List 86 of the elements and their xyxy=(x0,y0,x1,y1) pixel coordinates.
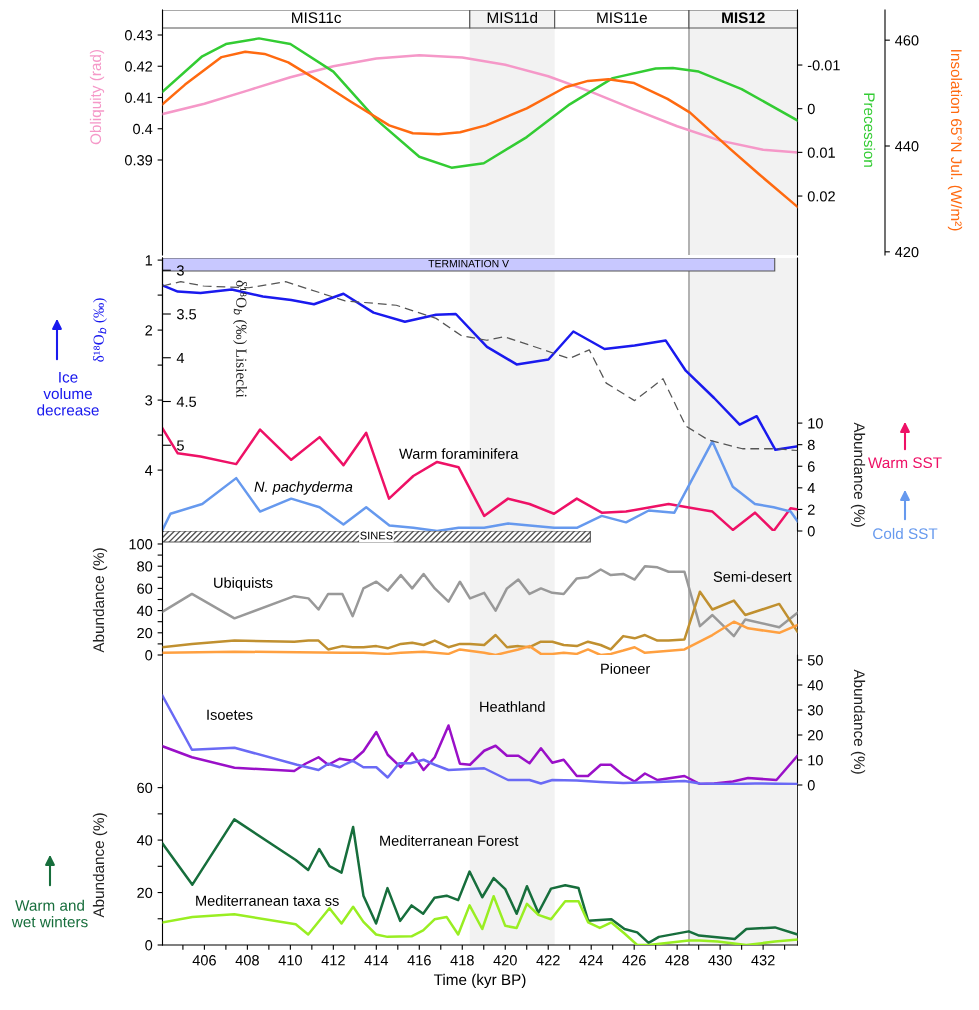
x-tick-label: 418 xyxy=(450,955,474,966)
y-tick-label: 100 xyxy=(129,539,153,550)
y3-tick-label: 3 xyxy=(176,265,184,276)
band-label: MIS11c xyxy=(292,12,342,24)
y-tick-label: 0 xyxy=(145,940,153,951)
y2-tick-label: 4 xyxy=(807,483,815,494)
y-tick-label: 40 xyxy=(136,605,153,617)
text: Warm and wet winters xyxy=(11,899,88,928)
band-label: SINES xyxy=(360,531,393,540)
y-tick-label: 4 xyxy=(145,465,153,476)
band-label: MIS11e xyxy=(597,12,647,24)
band-label: MIS11d xyxy=(487,11,538,24)
y2-tick-label: 6 xyxy=(807,461,815,472)
text: Heathland xyxy=(480,701,545,712)
series-label: Mediterranean Forest xyxy=(380,835,519,846)
y2-tick-label: 10 xyxy=(808,755,823,766)
series-label: Pioneer xyxy=(601,663,651,674)
y-tick-label: 0.4 xyxy=(133,123,153,135)
y-tick-label: 80 xyxy=(137,561,153,572)
y2-axis-title: Abundance (%) xyxy=(850,669,866,774)
series-label: Ubiquists xyxy=(214,577,273,591)
y-axis-title: δ¹⁸O$_{b}$ (‰) xyxy=(92,298,107,362)
y-tick-label: 0.39 xyxy=(124,155,153,166)
band-label: MIS12 xyxy=(722,12,765,24)
y-axis-title: Abundance (%) xyxy=(92,548,108,653)
y3-tick-label: 4 xyxy=(176,353,185,364)
y-tick-label: 60 xyxy=(137,583,153,594)
x-axis-title: Time (kyr BP) xyxy=(433,973,526,989)
y3-tick-label: 5 xyxy=(176,440,184,451)
y-tick-label: 0.41 xyxy=(124,92,153,103)
y-tick-label: 0.43 xyxy=(124,30,153,41)
y3-tick-label: 460 xyxy=(895,35,919,46)
x-tick-label: 406 xyxy=(192,955,216,966)
x-tick-label: 412 xyxy=(321,955,345,966)
x-tick-label: 432 xyxy=(751,955,775,966)
y-tick-label: 40 xyxy=(136,835,153,846)
x-tick-label: 410 xyxy=(278,955,302,966)
y-axis-title: Abundance (%) xyxy=(92,813,108,918)
y-tick-label: 0.42 xyxy=(124,61,153,72)
x-tick-label: 416 xyxy=(407,955,431,966)
y3-tick-label: 3.5 xyxy=(176,309,197,320)
series-label: Isoetes xyxy=(207,709,253,720)
y2-tick-label: -0.01 xyxy=(807,60,840,71)
x-tick-label: 426 xyxy=(622,955,646,966)
y3-tick-label: 420 xyxy=(895,246,919,258)
x-tick-label: 422 xyxy=(536,955,560,966)
y2-tick-label: 30 xyxy=(807,705,823,716)
x-tick-label: 408 xyxy=(235,955,259,966)
y-tick-label: 20 xyxy=(137,627,153,639)
x-tick-label: 420 xyxy=(493,955,517,966)
y3-tick-label: 440 xyxy=(895,141,919,152)
series-label: Warm foraminifera xyxy=(399,448,519,459)
y2-tick-label: 10 xyxy=(808,418,823,429)
y3-axis-title: δ¹⁸O$_{b}$ (‰) Lisiecki xyxy=(233,280,248,398)
y2-tick-label: 0.01 xyxy=(807,147,835,158)
y2-tick-label: 2 xyxy=(807,504,815,515)
y-tick-label: 20 xyxy=(137,887,153,898)
y2-tick-label: 20 xyxy=(807,730,823,741)
y-tick-label: 2 xyxy=(145,325,153,336)
series-label: Semi-desert xyxy=(713,571,792,582)
y2-tick-label: 0.02 xyxy=(807,191,835,202)
x-tick-label: 414 xyxy=(364,955,389,966)
text: Cold SST xyxy=(873,527,938,540)
y2-tick-label: 0 xyxy=(807,103,815,115)
x-tick-label: 430 xyxy=(708,955,732,966)
y2-axis-title: Abundance (%) xyxy=(850,422,866,527)
y3-tick-label: 4.5 xyxy=(176,396,197,407)
x-tick-label: 424 xyxy=(579,955,603,966)
y2-axis-title: Precession xyxy=(863,93,876,167)
y2-tick-label: 50 xyxy=(807,655,823,666)
band-label: TERMINATION V xyxy=(428,259,509,268)
y-tick-label: 3 xyxy=(145,395,153,406)
y2-tick-label: 0 xyxy=(807,780,815,791)
series-label: N. pachyderma xyxy=(254,481,353,495)
y3-axis-title: Insolation 65°N Jul. (W/m²) xyxy=(947,50,963,231)
series-label: Mediterranean taxa ss xyxy=(196,895,339,906)
x-tick-label: 428 xyxy=(665,955,689,966)
y-axis-title: Obliquity (rad) xyxy=(89,49,105,145)
y-tick-label: 60 xyxy=(137,782,153,794)
text: Warm SST xyxy=(868,457,942,469)
y2-tick-label: 40 xyxy=(807,680,823,691)
y2-tick-label: 8 xyxy=(807,439,815,451)
y-tick-label: 1 xyxy=(145,255,153,266)
text: Ice volume decrease xyxy=(37,371,99,416)
y2-tick-label: 0 xyxy=(807,526,815,537)
y-tick-label: 0 xyxy=(145,650,153,661)
